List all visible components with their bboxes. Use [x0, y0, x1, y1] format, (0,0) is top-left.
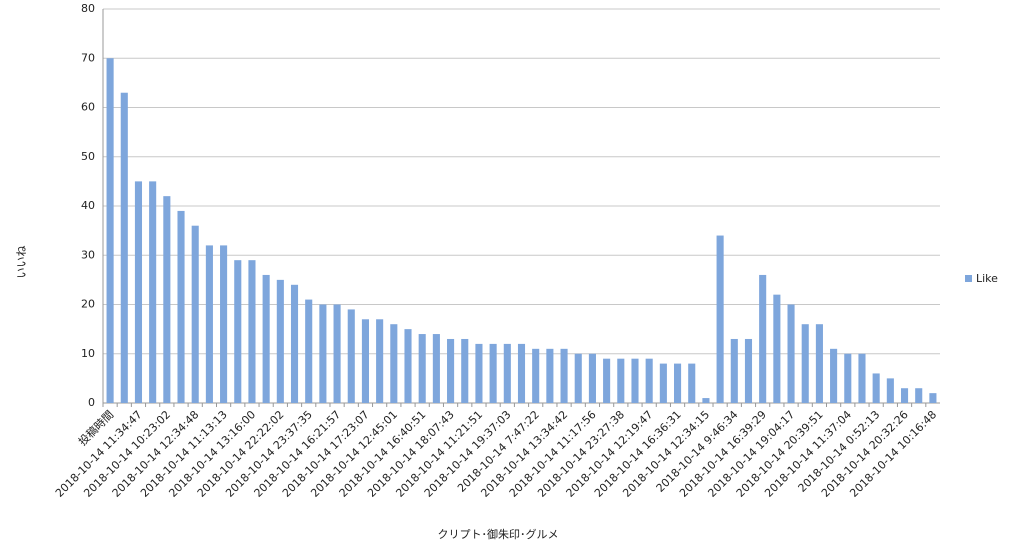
y-tick-label: 60	[81, 101, 95, 114]
bar	[659, 363, 667, 403]
bar	[361, 319, 369, 403]
y-tick-label: 30	[81, 248, 95, 261]
bar	[333, 304, 341, 403]
bar	[915, 388, 923, 403]
bar	[177, 210, 185, 403]
bar	[844, 353, 852, 403]
bar	[418, 334, 426, 403]
y-tick-label: 20	[81, 298, 95, 311]
bar	[929, 393, 937, 403]
bar	[163, 196, 171, 403]
bar	[489, 343, 497, 403]
bar	[290, 284, 299, 403]
y-tick-label: 40	[81, 199, 95, 212]
bar	[106, 58, 114, 403]
bar	[688, 363, 696, 403]
bar	[120, 92, 128, 403]
legend-label: Like	[976, 272, 998, 285]
legend-swatch	[965, 275, 972, 282]
bar	[390, 324, 398, 403]
bar	[773, 294, 781, 403]
bar	[276, 279, 284, 403]
y-axis-title: いいね	[15, 246, 28, 279]
bar	[134, 181, 143, 403]
bar	[517, 343, 526, 403]
bar	[560, 348, 568, 403]
bar	[588, 353, 596, 403]
x-axis-title: クリプト･御朱印･グルメ	[438, 527, 559, 541]
bar	[858, 353, 866, 403]
bar	[376, 319, 384, 403]
bar	[674, 363, 682, 403]
bar	[319, 304, 327, 403]
bar	[716, 235, 724, 403]
bar	[744, 338, 753, 403]
bar	[149, 181, 157, 403]
bar	[815, 324, 823, 403]
bar	[702, 398, 710, 403]
bar	[503, 343, 511, 403]
bar	[872, 373, 880, 403]
y-tick-label: 0	[88, 396, 95, 409]
bar	[645, 358, 653, 403]
bar	[900, 388, 909, 403]
bar	[305, 299, 313, 403]
bar	[248, 260, 256, 403]
bar	[730, 338, 738, 403]
bar	[759, 274, 767, 403]
bar	[205, 245, 213, 403]
bar	[432, 334, 440, 403]
y-tick-label: 80	[81, 2, 95, 15]
bar	[631, 358, 639, 403]
bar	[787, 304, 795, 403]
bar	[603, 358, 611, 403]
y-tick-label: 10	[81, 347, 95, 360]
bar	[532, 348, 540, 403]
bar	[617, 358, 625, 403]
bar	[886, 378, 894, 403]
bar	[461, 338, 469, 403]
bar	[447, 338, 455, 403]
bar	[475, 343, 483, 403]
bar	[404, 329, 412, 403]
bar	[801, 324, 809, 403]
bar	[234, 260, 242, 403]
bar	[574, 353, 582, 403]
bar	[546, 348, 554, 403]
bar	[220, 245, 228, 403]
bar	[262, 274, 270, 403]
y-tick-label: 70	[81, 51, 95, 64]
y-tick-label: 50	[81, 150, 95, 163]
bar	[830, 348, 838, 403]
bar	[347, 309, 355, 403]
bar	[191, 225, 199, 403]
